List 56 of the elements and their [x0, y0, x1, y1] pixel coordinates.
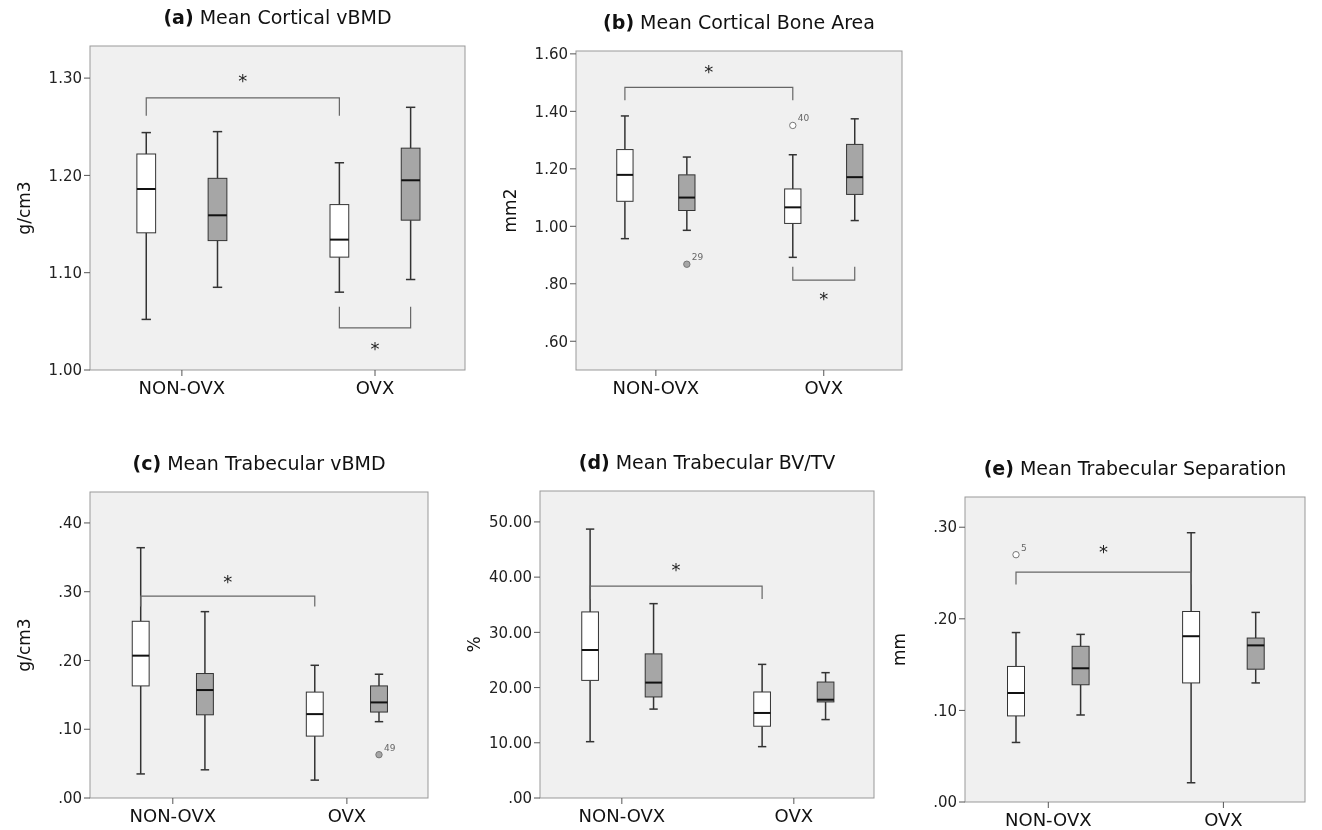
- x-tick-label: OVX: [355, 377, 395, 398]
- annotation: 29: [691, 252, 704, 263]
- x-tick-label: OVX: [774, 805, 814, 826]
- y-tick-label: 1.00: [48, 361, 82, 380]
- y-tick-label: .30: [933, 518, 957, 537]
- annotation: *: [819, 287, 829, 309]
- y-axis-title: %: [464, 636, 484, 653]
- x-tick-label: OVX: [1204, 809, 1243, 830]
- y-tick-label: 20.00: [489, 678, 532, 697]
- y-axis-title: g/cm3: [14, 181, 34, 235]
- x-tick-label: OVX: [327, 805, 367, 826]
- y-tick-label: 1.30: [48, 69, 82, 88]
- annotation: *: [1099, 541, 1109, 563]
- y-tick-label: 50.00: [489, 513, 532, 532]
- chart-title: (b) Mean Cortical Bone Area: [603, 11, 875, 33]
- y-axis-title: mm: [889, 632, 909, 667]
- chart-title: (e) Mean Trabecular Separation: [983, 457, 1287, 479]
- x-tick-label: NON-OVX: [1005, 809, 1092, 830]
- x-tick-label: NON-OVX: [138, 377, 226, 398]
- y-tick-label: .20: [933, 610, 957, 629]
- annotation: *: [671, 558, 681, 580]
- annotation: 5: [1021, 542, 1027, 553]
- y-axis-title: mm2: [500, 188, 520, 233]
- chart-title: (d) Mean Trabecular BV/TV: [578, 451, 836, 473]
- y-tick-label: 1.10: [48, 263, 82, 282]
- y-tick-label: 10.00: [489, 734, 532, 753]
- annotation: *: [370, 337, 380, 359]
- y-tick-label: .00: [58, 789, 82, 808]
- x-tick-label: NON-OVX: [129, 805, 217, 826]
- x-tick-label: OVX: [804, 377, 844, 398]
- y-tick-label: .40: [58, 514, 82, 533]
- annotation: 40: [797, 113, 810, 124]
- chart-title: (c) Mean Trabecular vBMD: [132, 452, 386, 474]
- x-tick-label: NON-OVX: [612, 377, 700, 398]
- annotation: *: [238, 70, 248, 92]
- y-tick-label: 40.00: [489, 568, 532, 587]
- annotation: *: [223, 570, 233, 592]
- x-tick-label: NON-OVX: [578, 805, 666, 826]
- y-tick-label: 1.20: [48, 166, 82, 185]
- chart-title: (a) Mean Cortical vBMD: [163, 6, 392, 28]
- y-tick-label: 30.00: [489, 623, 532, 642]
- y-tick-label: .80: [544, 275, 568, 294]
- y-tick-label: .00: [933, 793, 957, 812]
- y-tick-label: 1.60: [534, 45, 568, 64]
- annotation: *: [704, 60, 714, 82]
- y-tick-label: .20: [58, 651, 82, 670]
- y-axis-title: g/cm3: [14, 618, 34, 672]
- y-tick-label: 1.20: [534, 160, 568, 179]
- y-tick-label: .00: [508, 789, 532, 808]
- y-tick-label: 1.40: [534, 102, 568, 121]
- annotation: 49: [383, 742, 396, 753]
- y-tick-label: .10: [58, 720, 82, 739]
- y-tick-label: .10: [933, 701, 957, 720]
- y-tick-label: .60: [544, 332, 568, 351]
- y-tick-label: .30: [58, 582, 82, 601]
- y-tick-label: 1.00: [534, 217, 568, 236]
